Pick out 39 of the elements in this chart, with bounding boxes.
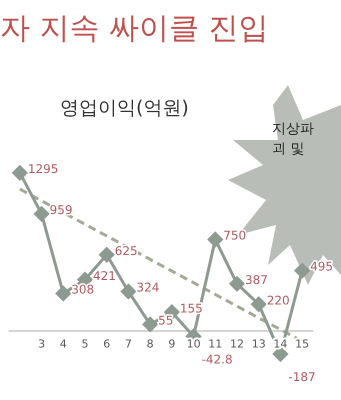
data-label: 220 <box>266 293 290 308</box>
x-tick-label: 10 <box>186 337 201 350</box>
point <box>120 284 136 300</box>
point <box>12 165 28 180</box>
data-label: 387 <box>245 272 268 287</box>
text: 지상파 <box>272 120 314 138</box>
point <box>142 316 158 332</box>
point <box>294 263 310 278</box>
x-tick-label: 5 <box>82 337 88 350</box>
chart-title: 자 지속 싸이클 진입 <box>0 10 269 48</box>
x-tick-label: 8 <box>146 337 154 350</box>
point <box>251 296 266 312</box>
point <box>99 247 114 262</box>
point <box>230 276 244 292</box>
x-tick-label: 13 <box>252 337 266 350</box>
x-tick-label: 7 <box>124 337 132 350</box>
data-label: -187 <box>288 370 316 384</box>
data-label: 324 <box>136 280 160 295</box>
x-tick-label: 9 <box>168 337 176 350</box>
x-tick-label: 6 <box>103 337 110 350</box>
data-label: 1295 <box>28 162 58 176</box>
x-tick-label: 4 <box>60 337 67 350</box>
x-tick-label: 14 <box>273 337 288 350</box>
point <box>34 206 50 222</box>
data-label: -42.8 <box>202 352 233 366</box>
text: 괴 및 <box>272 140 304 158</box>
data-label: 495 <box>310 260 334 274</box>
x-tick-label: 12 <box>230 337 244 350</box>
x-tick-label: 11 <box>208 337 222 350</box>
data-label: 421 <box>93 268 116 283</box>
data-label: 55 <box>158 314 174 328</box>
point <box>208 232 223 247</box>
point <box>56 286 71 301</box>
x-tick-label: 15 <box>295 337 310 350</box>
x-tick-label: 3 <box>38 337 46 350</box>
data-label: 750 <box>223 228 246 243</box>
chart-subtitle: 영업이익(억원) <box>60 96 189 121</box>
data-label: 625 <box>114 244 138 258</box>
data-label: 308 <box>71 282 94 297</box>
